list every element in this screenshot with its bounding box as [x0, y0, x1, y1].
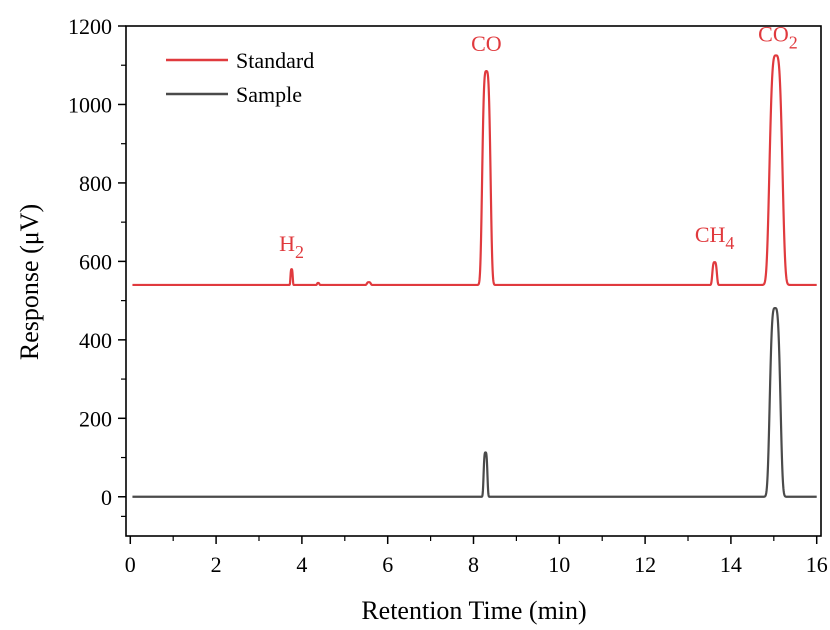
y-tick-label: 200: [79, 406, 112, 431]
x-tick-label: 14: [720, 552, 742, 577]
y-tick-label: 0: [101, 485, 112, 510]
x-tick-label: 0: [125, 552, 136, 577]
peak-label-subscript: 2: [789, 32, 798, 52]
peak-label-main: H: [279, 231, 295, 256]
y-tick-label: 800: [79, 171, 112, 196]
series-layer: [131, 54, 818, 498]
peak-label: CO: [471, 31, 502, 56]
x-tick-label: 8: [468, 552, 479, 577]
x-tick-label: 2: [211, 552, 222, 577]
y-tick-label: 1200: [68, 14, 112, 39]
x-tick-label: 4: [296, 552, 307, 577]
axes: 0 2 4 6 8 10 12 14 16 0 200 400 600 800 1000 1200: [68, 14, 828, 577]
peak-label-subscript: 4: [725, 233, 734, 253]
x-tick-label: 10: [548, 552, 570, 577]
x-tick-label: 12: [634, 552, 656, 577]
series-line-standard: [131, 54, 818, 287]
x-tick-label: 6: [382, 552, 393, 577]
legend-label: Standard: [236, 48, 314, 73]
y-tick-label: 1000: [68, 92, 112, 117]
y-tick-label: 400: [79, 328, 112, 353]
y-tick-label: 600: [79, 249, 112, 274]
peak-label: CH4: [695, 222, 735, 253]
peak-label-main: CO: [758, 21, 789, 46]
legend-label: Sample: [236, 82, 302, 107]
legend: Standard Sample: [166, 48, 314, 107]
peak-label-main: CH: [695, 222, 726, 247]
peak-label-subscript: 2: [295, 242, 304, 262]
y-axis-title: Response (μV): [15, 204, 44, 360]
peak-label-main: CO: [471, 31, 502, 56]
x-tick-label: 16: [806, 552, 828, 577]
x-axis-title: Retention Time (min): [361, 596, 586, 625]
series-line-sample: [131, 306, 818, 498]
peak-label: H2: [279, 231, 304, 262]
